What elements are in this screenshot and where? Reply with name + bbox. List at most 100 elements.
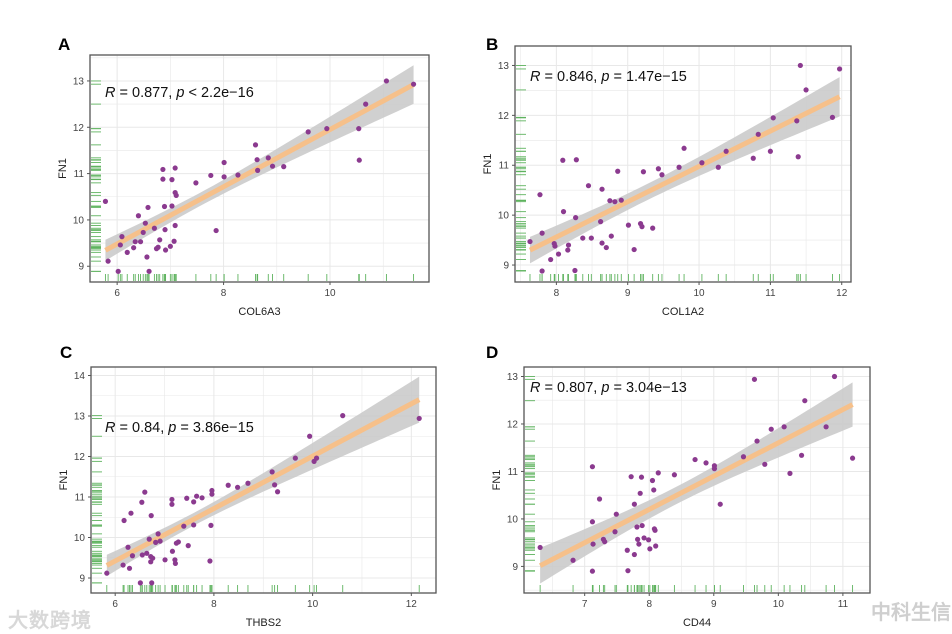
data-point [131, 245, 137, 251]
data-point [797, 62, 803, 69]
y-tick-label: 11 [508, 467, 519, 478]
data-point [589, 464, 596, 470]
data-point [829, 114, 836, 120]
data-point [169, 203, 175, 209]
x-tick-label: 10 [773, 599, 785, 610]
data-point [129, 553, 136, 559]
data-point [292, 455, 298, 461]
x-tick-label: 11 [838, 599, 849, 610]
data-point [681, 145, 687, 151]
data-point [565, 242, 572, 248]
data-point [269, 469, 275, 475]
data-point [650, 225, 656, 231]
data-point [209, 491, 215, 497]
data-point [199, 495, 205, 501]
panel-label-d: D [486, 343, 499, 362]
y-tick-label: 12 [73, 123, 85, 134]
data-point [169, 501, 175, 507]
data-point [607, 198, 613, 204]
data-point [172, 165, 178, 171]
y-axis-title: FN1 [482, 154, 494, 175]
data-point [635, 536, 641, 542]
y-tick-label: 13 [507, 372, 519, 383]
data-point [795, 154, 801, 160]
data-point [740, 454, 747, 460]
x-axis-title: CD44 [683, 617, 711, 629]
x-tick-label: 11 [765, 288, 776, 299]
data-point [637, 490, 643, 496]
y-tick-label: 14 [74, 371, 86, 382]
data-point [676, 164, 682, 170]
data-point [589, 519, 596, 525]
x-tick-label: 9 [625, 288, 631, 299]
p-label: p [600, 380, 609, 396]
data-point [703, 460, 709, 466]
data-point [787, 470, 793, 476]
data-point [274, 489, 281, 495]
confidence-band [529, 77, 840, 264]
p-text: = 3.86e−15 [176, 420, 253, 436]
data-point [213, 227, 219, 234]
data-point [589, 568, 596, 574]
r-text: = 0.807, [540, 380, 601, 396]
p-label: p [167, 420, 176, 436]
data-point [803, 87, 809, 93]
data-point [762, 461, 768, 467]
data-point [831, 373, 838, 380]
data-point [383, 78, 390, 84]
p-text: = 1.47e−15 [609, 69, 686, 85]
data-point [363, 101, 369, 107]
data-point [613, 511, 619, 517]
data-point [102, 198, 109, 204]
y-tick-label: 10 [73, 215, 85, 226]
data-point [272, 482, 278, 488]
data-point [169, 496, 175, 503]
regression-line [528, 94, 841, 253]
data-point [209, 487, 215, 494]
data-point [539, 230, 545, 236]
data-point [639, 224, 645, 230]
data-point [645, 537, 652, 543]
y-tick-label: 9 [503, 261, 509, 272]
data-point [750, 155, 756, 161]
data-point [802, 398, 808, 404]
data-point [570, 557, 576, 563]
data-point [723, 148, 729, 154]
data-point [305, 129, 311, 135]
data-point [754, 438, 760, 444]
y-tick-label: 9 [79, 574, 85, 585]
data-point [794, 118, 800, 124]
y-tick-label: 11 [74, 169, 85, 180]
data-point [139, 552, 145, 558]
data-point [126, 565, 133, 571]
data-point [175, 539, 181, 545]
x-tick-label: 8 [646, 599, 652, 610]
data-point [191, 499, 197, 505]
data-point [655, 470, 661, 476]
data-point [717, 501, 723, 507]
data-point [624, 547, 630, 553]
data-point [572, 267, 578, 274]
r-label: R [530, 69, 541, 85]
data-point [580, 235, 586, 241]
data-point [151, 225, 157, 231]
data-point [139, 499, 145, 505]
data-point [631, 246, 637, 253]
data-point [628, 474, 634, 480]
data-point [652, 527, 658, 533]
plot-border [523, 366, 871, 594]
data-point [537, 192, 543, 198]
data-point [172, 222, 178, 229]
data-point [172, 560, 178, 567]
data-point [185, 543, 191, 549]
data-point [254, 157, 260, 163]
correlation-annotation: R = 0.877, p < 2.2e−16 [105, 85, 254, 101]
data-point [631, 551, 637, 558]
data-point [167, 243, 173, 249]
data-point [160, 176, 166, 182]
data-point [221, 174, 227, 180]
data-point [640, 169, 647, 175]
x-tick-label: 6 [114, 288, 120, 299]
y-axis-title: FN1 [491, 470, 503, 491]
data-point [144, 254, 150, 260]
